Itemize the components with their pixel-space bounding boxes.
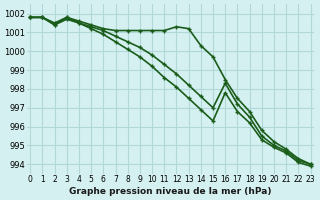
X-axis label: Graphe pression niveau de la mer (hPa): Graphe pression niveau de la mer (hPa) [69, 187, 272, 196]
